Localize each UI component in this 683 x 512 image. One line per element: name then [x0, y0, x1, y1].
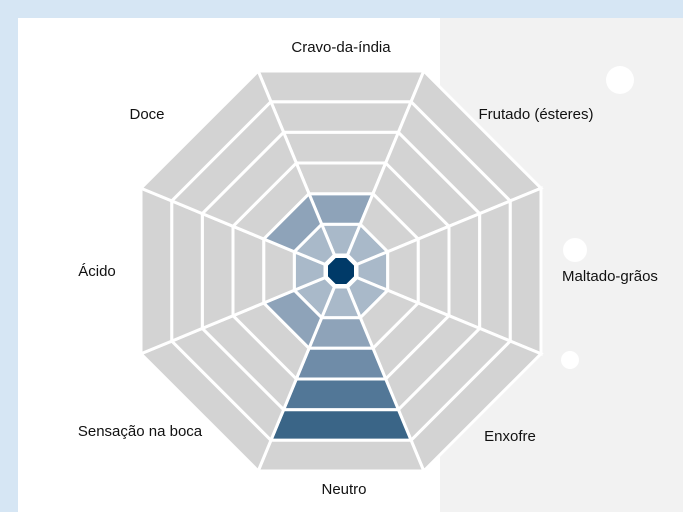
segment — [139, 185, 174, 357]
axis-label: Doce — [129, 106, 164, 123]
segment — [231, 224, 266, 318]
segment — [447, 211, 482, 331]
segment — [478, 198, 512, 344]
center — [326, 256, 356, 286]
axis-label: Sensação na boca — [78, 423, 203, 440]
segment-filled — [294, 346, 388, 381]
axis-label: Cravo-da-índia — [291, 39, 391, 56]
segment — [416, 224, 451, 318]
segment — [255, 438, 427, 473]
segment — [138, 68, 273, 203]
bubble — [606, 66, 634, 94]
segment — [255, 69, 427, 104]
segment-filled — [268, 408, 414, 442]
segment-filled — [281, 377, 401, 412]
axis-label: Ácido — [78, 263, 116, 280]
axis-label: Neutro — [321, 481, 366, 498]
segment — [170, 198, 204, 344]
segment — [281, 130, 401, 165]
segment — [268, 100, 414, 134]
axis-label: Frutado (ésteres) — [478, 106, 593, 123]
segment — [508, 185, 543, 357]
bubble — [563, 238, 587, 262]
axis-label: Enxofre — [484, 428, 536, 445]
segment — [200, 211, 235, 331]
bubble — [561, 351, 579, 369]
axis-label: Maltado-grãos — [562, 268, 658, 285]
segment — [294, 161, 388, 196]
